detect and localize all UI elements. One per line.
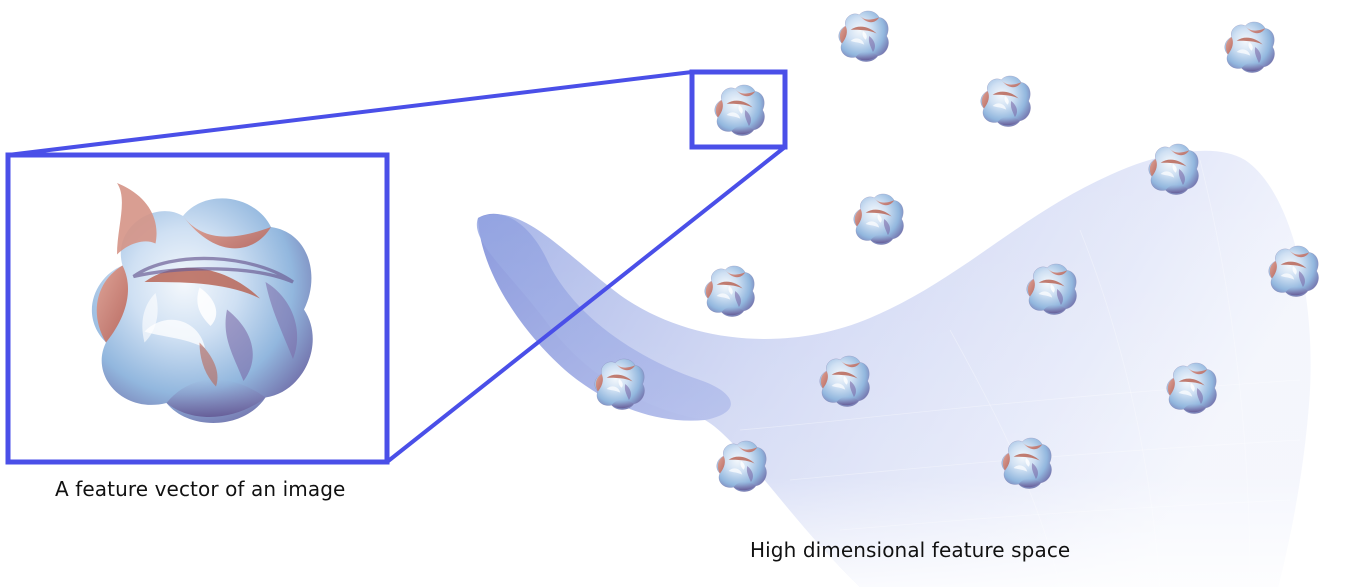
feature-space-caption: High dimensional feature space [750, 538, 1071, 562]
feature-space-manifold [476, 150, 1311, 587]
calabi-yau-surface-icon [91, 183, 313, 423]
zoom-line-top [7, 70, 693, 157]
feature-point [716, 440, 767, 492]
feature-point [838, 10, 889, 62]
feature-point [704, 265, 755, 317]
highlight-frame [689, 69, 788, 150]
feature-point [853, 193, 904, 245]
feature-point [1148, 143, 1199, 195]
zoom-line-bottom [385, 145, 787, 464]
feature-point-highlighted [714, 84, 765, 136]
feature-point [1224, 21, 1275, 73]
zoom-connector [7, 70, 787, 464]
feature-vector-panel [5, 152, 390, 465]
feature-vector-caption: A feature vector of an image [55, 477, 346, 501]
feature-point [980, 75, 1031, 127]
